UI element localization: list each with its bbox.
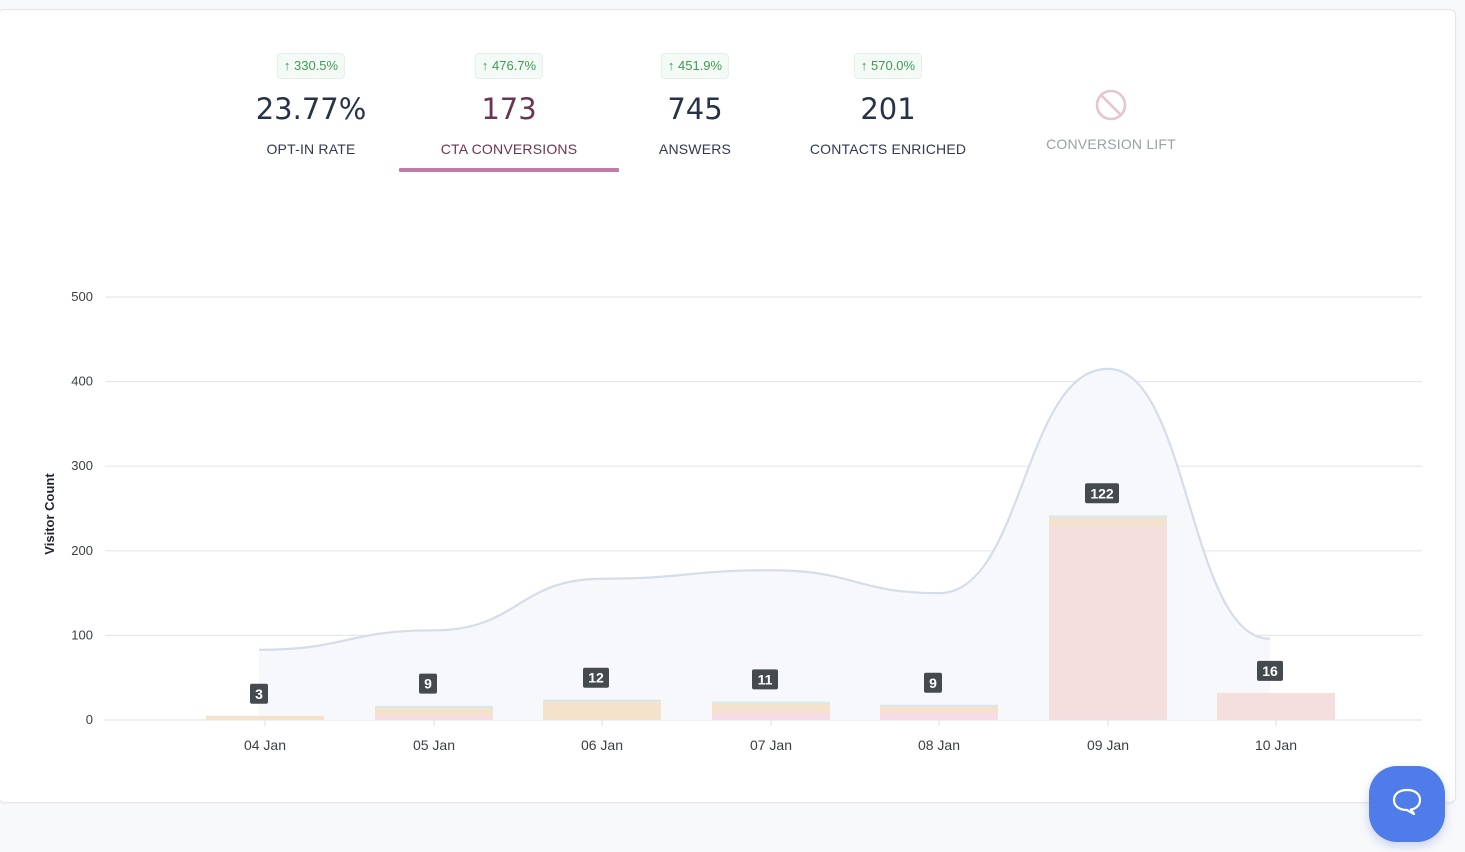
change-badge: ↑ 476.7% xyxy=(474,53,544,79)
bar-segment-green[interactable] xyxy=(712,701,830,703)
y-tick-label: 200 xyxy=(71,543,93,558)
stat-value: 23.77% xyxy=(255,92,367,126)
bar-value-label: 9 xyxy=(424,676,432,692)
y-tick-label: 0 xyxy=(86,712,93,727)
bar-segment-peach[interactable] xyxy=(880,706,998,714)
stat-value: 745 xyxy=(667,92,723,126)
bar-value-label-bg xyxy=(250,683,268,704)
stats-tabs: ↑ 330.5% 23.77% OPT-IN RATE ↑ 476.7% 173… xyxy=(0,10,1455,190)
bar-segment-pink[interactable] xyxy=(375,715,493,720)
change-badge: ↑ 570.0% xyxy=(853,53,923,79)
stat-label: ANSWERS xyxy=(658,141,732,157)
y-axis-title: Visitor Count xyxy=(42,473,57,555)
bar-segment-green[interactable] xyxy=(1049,515,1167,517)
y-tick-label: 500 xyxy=(71,289,93,304)
x-tick-label: 10 Jan xyxy=(1255,737,1297,753)
bar-segment-peach[interactable] xyxy=(543,701,661,720)
bar-value-label-bg xyxy=(1257,660,1283,681)
chat-bubble-icon xyxy=(1390,785,1424,824)
change-badge: ↑ 451.9% xyxy=(660,53,730,79)
bar-value-label-bg xyxy=(419,673,437,694)
bar-segment-blue[interactable] xyxy=(1049,516,1167,518)
x-tick-label: 04 Jan xyxy=(244,737,286,753)
bar-segment-peach[interactable] xyxy=(1217,692,1335,694)
bar-value-label: 122 xyxy=(1090,485,1114,501)
bar-segment-green[interactable] xyxy=(375,705,493,707)
change-badge: ↑ 330.5% xyxy=(276,53,346,79)
x-tick-label: 09 Jan xyxy=(1087,737,1129,753)
y-tick-label: 100 xyxy=(71,627,93,642)
help-chat-button[interactable] xyxy=(1369,766,1445,842)
stat-value: 201 xyxy=(860,92,916,126)
bar-segment-red[interactable] xyxy=(1217,693,1335,720)
bar-value-label-bg xyxy=(583,667,609,688)
bar-segment-blue[interactable] xyxy=(880,704,998,707)
bar-segment-blue[interactable] xyxy=(543,699,661,702)
bar-value-label-bg xyxy=(924,672,942,693)
bar-segment-pink[interactable] xyxy=(712,713,830,720)
prohibited-icon xyxy=(1094,88,1128,127)
bar-value-label: 16 xyxy=(1262,663,1278,679)
bar-value-label: 12 xyxy=(588,670,604,686)
bar-segment-pink[interactable] xyxy=(880,713,998,720)
bar-value-label: 9 xyxy=(929,675,937,691)
stat-value: 173 xyxy=(481,92,537,126)
stat-label: CONVERSION LIFT xyxy=(1046,136,1176,152)
bar-segment-peach[interactable] xyxy=(712,703,830,714)
bar-segment-red[interactable] xyxy=(1049,525,1167,719)
stat-label: OPT-IN RATE xyxy=(266,141,356,157)
visitors-area-fill xyxy=(259,368,1270,720)
bar-segment-pink[interactable] xyxy=(1049,718,1167,720)
bar-value-label: 3 xyxy=(255,686,263,702)
bar-segment-blue[interactable] xyxy=(375,706,493,709)
visitor-chart: 0 100 200 300 400 500 3 9 12 11 9 122 16 04 Jan 05 J… xyxy=(42,289,1422,753)
x-tick-label: 07 Jan xyxy=(750,737,792,753)
bar-segment-peach[interactable] xyxy=(1049,517,1167,526)
x-tick-label: 08 Jan xyxy=(918,737,960,753)
y-tick-label: 300 xyxy=(71,458,93,473)
x-tick-label: 05 Jan xyxy=(413,737,455,753)
x-tick-label: 06 Jan xyxy=(581,737,623,753)
y-tick-label: 400 xyxy=(71,374,93,389)
bar-segment-blue[interactable] xyxy=(712,702,830,704)
visitors-area-line xyxy=(258,367,1271,651)
active-tab-indicator xyxy=(399,168,619,172)
bar-segment-peach[interactable] xyxy=(375,708,493,716)
bar-value-label: 11 xyxy=(758,671,773,687)
analytics-card: ↑ 330.5% 23.77% OPT-IN RATE ↑ 476.7% 173… xyxy=(0,9,1456,803)
bar-value-label-bg xyxy=(752,669,778,690)
stat-label: CONTACTS ENRICHED xyxy=(809,141,967,157)
bar-segment-peach[interactable] xyxy=(206,715,324,720)
stat-label: CTA CONVERSIONS xyxy=(440,141,578,157)
bar-value-label-bg xyxy=(1085,483,1119,504)
